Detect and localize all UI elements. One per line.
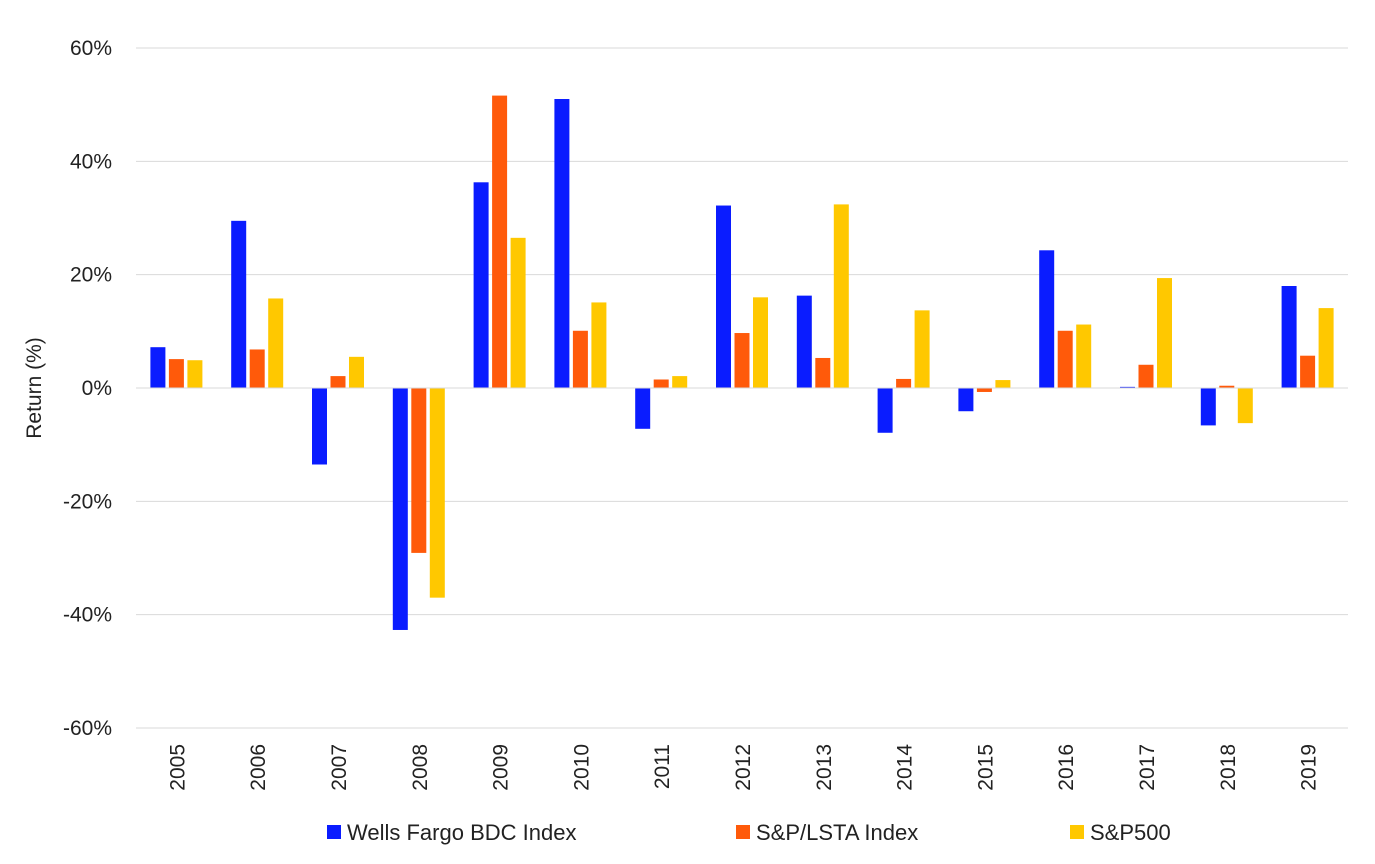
bar <box>349 356 364 388</box>
y-tick-label: 60% <box>70 37 112 60</box>
bar <box>1200 388 1216 426</box>
bar <box>231 220 247 388</box>
bar <box>510 237 526 388</box>
gridlines <box>136 47 1348 729</box>
bar <box>995 380 1011 388</box>
bar <box>1039 250 1055 388</box>
x-axis-ticks: 2005 2006 2007 2008 2009 2010 2011 2012 2013 2014… <box>166 744 1320 791</box>
x-tick-label: 2008 <box>409 744 432 791</box>
bar <box>877 388 893 433</box>
x-tick-label: 2019 <box>1298 744 1321 791</box>
x-tick-label: 2014 <box>894 744 917 791</box>
bar <box>429 388 445 598</box>
bar <box>392 388 408 630</box>
y-tick-label: 0% <box>82 377 112 400</box>
x-tick-label: 2012 <box>732 744 755 791</box>
bar <box>554 99 570 388</box>
bar <box>976 388 992 392</box>
bar <box>1281 286 1297 388</box>
bar <box>473 182 489 388</box>
bar <box>716 205 731 388</box>
x-tick-label: 2016 <box>1055 744 1078 791</box>
bar <box>591 302 607 388</box>
bar <box>1300 355 1316 388</box>
y-axis-ticks: -60% -40% -20% 0% 20% 40% 60% <box>63 37 112 740</box>
y-axis-label: Return (%) <box>23 337 46 439</box>
bar <box>411 388 427 553</box>
legend-swatch <box>1070 825 1084 839</box>
bar <box>150 347 166 388</box>
bar <box>958 388 974 412</box>
bar <box>1237 388 1253 424</box>
x-tick-label: 2011 <box>651 744 674 789</box>
x-tick-label: 2009 <box>490 744 513 791</box>
x-tick-label: 2005 <box>166 744 189 791</box>
x-tick-label: 2013 <box>813 744 836 791</box>
legend-swatch <box>327 825 341 839</box>
bar <box>672 376 688 388</box>
bar <box>492 95 508 388</box>
bar <box>1138 364 1154 388</box>
bar <box>833 204 849 388</box>
x-tick-label: 2017 <box>1136 744 1159 791</box>
x-tick-label: 2018 <box>1217 744 1240 791</box>
y-tick-label: 40% <box>70 150 112 173</box>
bar <box>753 297 768 388</box>
y-tick-label: -40% <box>63 604 112 627</box>
y-tick-label: 20% <box>70 264 112 287</box>
bar <box>1219 385 1235 388</box>
bar <box>896 378 912 388</box>
legend-label: S&P500 <box>1090 820 1171 845</box>
bar <box>249 349 265 388</box>
bar <box>268 298 284 388</box>
legend-label: S&P/LSTA Index <box>756 820 918 845</box>
bar <box>1057 330 1073 388</box>
bars <box>150 95 1334 630</box>
legend: Wells Fargo BDC Index S&P/LSTA Index S&P50… <box>327 820 1171 845</box>
bar <box>312 388 327 465</box>
bar <box>815 357 831 388</box>
bar <box>168 359 184 388</box>
bar <box>796 295 812 388</box>
bar <box>1076 324 1092 388</box>
y-tick-label: -20% <box>63 490 112 513</box>
bar <box>653 379 669 388</box>
legend-swatch <box>736 825 750 839</box>
bar <box>734 333 750 388</box>
x-tick-label: 2010 <box>570 744 593 791</box>
bar <box>1318 308 1334 388</box>
bar <box>330 376 346 388</box>
bar <box>1157 278 1172 388</box>
bar <box>572 330 588 388</box>
x-tick-label: 2006 <box>247 744 270 791</box>
bar <box>187 360 203 388</box>
x-tick-label: 2007 <box>328 744 351 791</box>
bar <box>914 310 930 388</box>
bar <box>1120 386 1135 388</box>
bar <box>635 388 651 429</box>
legend-label: Wells Fargo BDC Index <box>347 820 576 845</box>
x-tick-label: 2015 <box>974 744 997 791</box>
y-tick-label: -60% <box>63 717 112 740</box>
